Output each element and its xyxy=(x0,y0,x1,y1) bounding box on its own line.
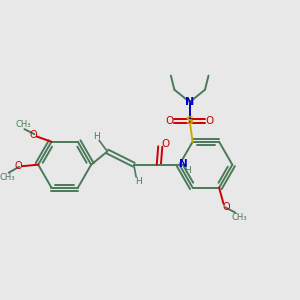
Text: O: O xyxy=(29,130,37,140)
Text: H: H xyxy=(184,166,191,175)
Text: O: O xyxy=(15,161,22,171)
Text: CH₃: CH₃ xyxy=(0,173,15,182)
Text: O: O xyxy=(161,139,170,148)
Text: S: S xyxy=(186,116,194,126)
Text: O: O xyxy=(205,116,214,126)
Text: N: N xyxy=(178,159,187,169)
Text: H: H xyxy=(135,177,142,186)
Text: H: H xyxy=(93,132,100,141)
Text: O: O xyxy=(222,202,230,212)
Text: CH₃: CH₃ xyxy=(232,213,248,222)
Text: CH₃: CH₃ xyxy=(15,120,31,129)
Text: N: N xyxy=(185,97,194,107)
Text: O: O xyxy=(166,116,174,126)
